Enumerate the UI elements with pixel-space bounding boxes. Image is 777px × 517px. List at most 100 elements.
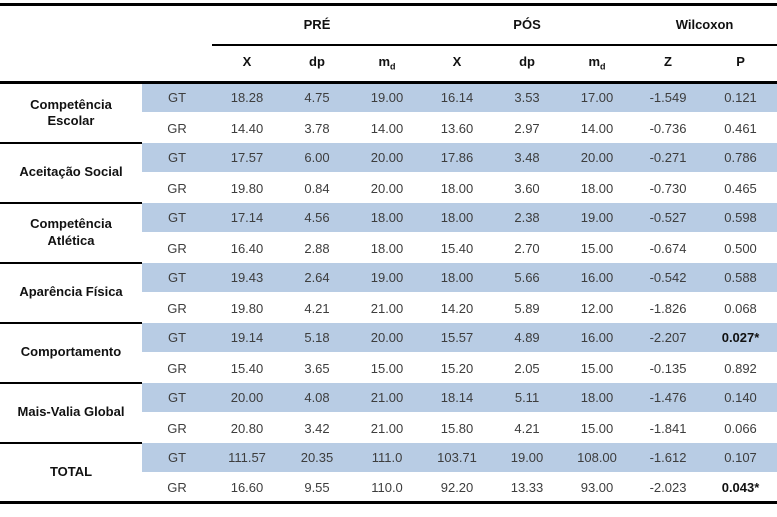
cell: 18.28 bbox=[212, 82, 282, 114]
cell: 14.20 bbox=[440, 300, 474, 316]
cell: 0.786 bbox=[704, 142, 777, 174]
group-header-pos: PÓS bbox=[422, 4, 633, 46]
cell: 18.00 bbox=[580, 180, 614, 196]
cell: -0.674 bbox=[649, 240, 687, 256]
empty-subheader-cell bbox=[0, 44, 212, 84]
cell: 16.14 bbox=[422, 82, 493, 114]
cell: 18.14 bbox=[422, 382, 493, 414]
cell: -0.730 bbox=[649, 180, 687, 196]
col-header-pre-sd: dp bbox=[282, 44, 352, 84]
cell: 3.60 bbox=[514, 180, 540, 196]
cell: 0.066 bbox=[724, 420, 757, 436]
cell: 103.71 bbox=[422, 442, 493, 474]
cell: 18.00 bbox=[562, 382, 633, 414]
table-row: GR 19.80 4.21 21.00 14.20 5.89 12.00 -1.… bbox=[0, 293, 777, 323]
col-header-pre-mean: X bbox=[212, 44, 282, 84]
group-header-row: PRÉ PÓS Wilcoxon bbox=[0, 4, 777, 46]
cell: 4.08 bbox=[282, 382, 352, 414]
col-header-pos-mean: X bbox=[422, 44, 493, 84]
group-label: GT bbox=[142, 262, 212, 294]
col-header-p: P bbox=[704, 44, 777, 84]
cell: 4.56 bbox=[282, 202, 352, 234]
cell: 15.80 bbox=[440, 420, 474, 436]
group-label: GR bbox=[167, 360, 187, 376]
cell: 18.00 bbox=[422, 262, 493, 294]
table-row: Competência Escolar GT 18.28 4.75 19.00 … bbox=[0, 82, 777, 144]
cell: 5.11 bbox=[492, 382, 563, 414]
cell: 18.00 bbox=[352, 202, 423, 234]
cell: 111.57 bbox=[212, 442, 282, 474]
cell: 3.65 bbox=[304, 360, 330, 376]
cell: -1.841 bbox=[649, 420, 687, 436]
corner-cell bbox=[0, 5, 212, 45]
cell: 0.121 bbox=[704, 82, 777, 114]
cell: 12.00 bbox=[580, 300, 614, 316]
cell: 17.86 bbox=[422, 142, 493, 174]
cell: 15.00 bbox=[370, 360, 404, 376]
cell: 19.00 bbox=[562, 202, 633, 234]
cell: 4.21 bbox=[304, 300, 330, 316]
sub-header-row: X dp md X dp md Z P bbox=[0, 44, 777, 84]
cell: 19.00 bbox=[352, 82, 423, 114]
cell: 0.140 bbox=[704, 382, 777, 414]
table-row: Aparência Física GT 19.43 2.64 19.00 18.… bbox=[0, 262, 777, 324]
cell: 19.80 bbox=[230, 300, 264, 316]
col-header-pre-median: md bbox=[352, 44, 423, 84]
cell: 20.00 bbox=[352, 142, 423, 174]
group-header-wilcoxon: Wilcoxon bbox=[632, 4, 777, 46]
cell: 15.57 bbox=[422, 322, 493, 354]
cell: 5.89 bbox=[514, 300, 540, 316]
cell: 93.00 bbox=[580, 479, 614, 495]
cell: -0.271 bbox=[632, 142, 705, 174]
cell: 15.40 bbox=[440, 240, 474, 256]
cell: 16.60 bbox=[230, 479, 264, 495]
cell: 0.892 bbox=[724, 360, 757, 376]
cell: 15.00 bbox=[580, 240, 614, 256]
cell: 20.00 bbox=[370, 180, 404, 196]
cell: 19.80 bbox=[230, 180, 264, 196]
cell: -1.612 bbox=[632, 442, 705, 474]
section-competencia-atletica: Competência Atlética GT 17.14 4.56 18.00… bbox=[0, 202, 777, 264]
cell: 110.0 bbox=[371, 479, 403, 495]
table-row: GR 20.80 3.42 21.00 15.80 4.21 15.00 -1.… bbox=[0, 413, 777, 443]
group-label: GT bbox=[142, 82, 212, 114]
group-label: GT bbox=[142, 442, 212, 474]
table-row: TOTAL GT 111.57 20.35 111.0 103.71 19.00… bbox=[0, 442, 777, 503]
table-row: GR 16.60 9.55 110.0 92.20 13.33 93.00 -2… bbox=[0, 473, 777, 503]
cell: 20.80 bbox=[230, 420, 264, 436]
cell: 21.00 bbox=[370, 300, 404, 316]
cell: -2.207 bbox=[632, 322, 705, 354]
section-comportamento: Comportamento GT 19.14 5.18 20.00 15.57 … bbox=[0, 322, 777, 384]
category-label: Aceitação Social bbox=[0, 142, 142, 204]
cell: 2.38 bbox=[492, 202, 563, 234]
cell: -0.542 bbox=[632, 262, 705, 294]
cell: 92.20 bbox=[440, 479, 474, 495]
cell: 16.40 bbox=[230, 240, 264, 256]
cell: 108.00 bbox=[562, 442, 633, 474]
cell: 6.00 bbox=[282, 142, 352, 174]
section-mais-valia-global: Mais-Valia Global GT 20.00 4.08 21.00 18… bbox=[0, 382, 777, 444]
table-row: Comportamento GT 19.14 5.18 20.00 15.57 … bbox=[0, 322, 777, 384]
cell: 5.18 bbox=[282, 322, 352, 354]
group-label: GT bbox=[142, 142, 212, 174]
cell: 14.00 bbox=[370, 120, 404, 136]
cell: 17.14 bbox=[212, 202, 282, 234]
cell: 4.75 bbox=[282, 82, 352, 114]
cell: -0.135 bbox=[649, 360, 687, 376]
cell: 3.53 bbox=[492, 82, 563, 114]
table-row: Mais-Valia Global GT 20.00 4.08 21.00 18… bbox=[0, 382, 777, 444]
group-label: GR bbox=[167, 180, 187, 196]
cell: 2.64 bbox=[282, 262, 352, 294]
cell: 0.500 bbox=[724, 240, 757, 256]
category-label: Comportamento bbox=[0, 322, 142, 384]
wilcoxon-results-table: PRÉ PÓS Wilcoxon X dp md X dp md Z P Com… bbox=[0, 3, 777, 504]
cell: 0.598 bbox=[704, 202, 777, 234]
cell: 4.89 bbox=[492, 322, 563, 354]
cell: 111.0 bbox=[352, 442, 423, 474]
cell: 3.42 bbox=[304, 420, 330, 436]
group-label: GR bbox=[167, 479, 187, 495]
group-label: GR bbox=[167, 120, 187, 136]
group-label: GR bbox=[167, 300, 187, 316]
cell: 15.40 bbox=[230, 360, 264, 376]
table-row: GR 19.80 0.84 20.00 18.00 3.60 18.00 -0.… bbox=[0, 173, 777, 203]
